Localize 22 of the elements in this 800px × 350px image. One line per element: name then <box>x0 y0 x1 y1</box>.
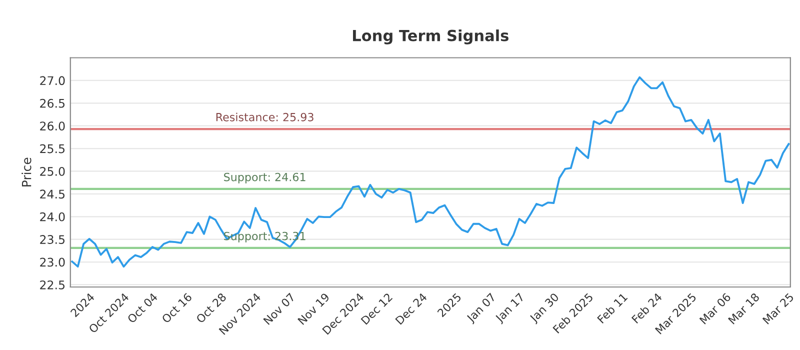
y-tick-label: 22.5 <box>40 280 65 290</box>
x-tick-label: Mar 25 <box>762 292 794 324</box>
x-tick-label: Jan 30 <box>528 292 561 324</box>
y-tick-label: 23.0 <box>40 258 65 267</box>
y-tick-label: 23.5 <box>40 235 65 244</box>
y-tick-label: 25.5 <box>40 144 65 154</box>
x-tick-label: Feb 24 <box>631 292 662 324</box>
ref-line-label: Support: 24.61 <box>224 172 306 184</box>
y-tick-label: 24.5 <box>40 190 65 199</box>
y-tick-label: 24.0 <box>40 212 65 222</box>
x-tick-label: Oct 16 <box>161 292 192 324</box>
y-tick-label: 25.0 <box>40 166 65 176</box>
x-tick-label: Oct 28 <box>196 292 227 324</box>
y-tick-label: 27.0 <box>40 76 65 86</box>
chart-title: Long Term Signals <box>353 29 508 44</box>
y-tick-label: 26.0 <box>40 122 65 130</box>
x-tick-label: Feb 11 <box>596 292 628 324</box>
line-series <box>71 76 790 268</box>
x-tick-label: Dec 24 <box>395 292 428 325</box>
y-tick-label: 26.5 <box>40 98 65 108</box>
ref-line-label: Resistance: 25.93 <box>216 112 314 122</box>
y-axis-title: Price <box>22 158 32 186</box>
